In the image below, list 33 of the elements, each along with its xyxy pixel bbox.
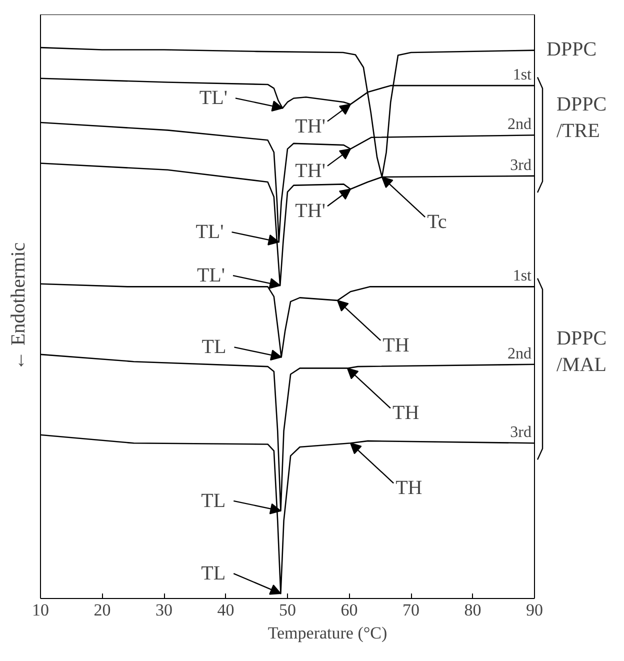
annotation: TL xyxy=(201,490,226,512)
annotation: TH xyxy=(382,334,410,356)
annotation: TL xyxy=(202,336,226,358)
annotation: TH xyxy=(392,402,420,424)
x-tick-label: 90 xyxy=(526,600,543,620)
annotation: TL' xyxy=(199,87,228,110)
series-label: 2nd xyxy=(508,345,532,362)
x-tick-label: 20 xyxy=(94,600,111,620)
x-tick-label: 50 xyxy=(279,600,296,620)
x-tick-label: 10 xyxy=(32,600,49,620)
annotation: TH' xyxy=(295,115,326,138)
x-tick-label: 80 xyxy=(464,600,482,620)
y-axis-title: ← Endothermic xyxy=(8,242,30,371)
x-tick-label: 70 xyxy=(402,600,420,620)
series-label: 1st xyxy=(512,268,532,285)
annotation: TH' xyxy=(295,200,326,222)
annotation: TH' xyxy=(295,160,326,182)
annotation: TH xyxy=(396,477,422,500)
series-label: 3rd xyxy=(510,424,532,442)
x-tick-label: 60 xyxy=(340,600,358,620)
annotation: TL' xyxy=(196,264,225,287)
annotation: Tc xyxy=(427,211,447,234)
x-tick-label: 40 xyxy=(217,600,234,620)
text: DPPC /TRE xyxy=(556,93,607,142)
series-label: DPPC xyxy=(546,38,597,60)
x-tick-label: 30 xyxy=(156,600,172,620)
annotation: TL' xyxy=(196,221,224,244)
series-label: 1st xyxy=(512,66,532,84)
text: DPPC /MAL xyxy=(556,328,607,376)
series-label: 3rd xyxy=(510,156,532,174)
series-label: 2nd xyxy=(508,116,532,134)
annotation: TL xyxy=(201,562,226,585)
x-axis-title: Temperature (°C) xyxy=(268,624,388,642)
